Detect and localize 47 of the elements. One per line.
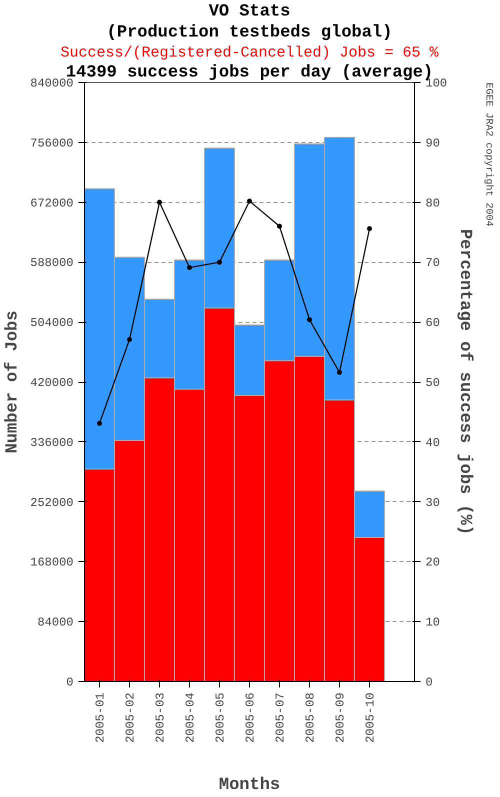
y-axis-title: Number of Jobs [3, 310, 22, 454]
x-tick-label: 2005-09 [334, 692, 348, 743]
y2-tick-label: 40 [426, 436, 440, 450]
y2-tick-label: 30 [426, 496, 440, 510]
x-tick-label: 2005-02 [124, 692, 138, 743]
y-tick-label: 336000 [30, 436, 74, 450]
x-tick-label: 2005-06 [244, 692, 258, 743]
x-tick-label: 2005-01 [94, 692, 108, 743]
point [307, 317, 312, 322]
y-tick-label: 168000 [30, 556, 74, 570]
x-tick-label: 2005-08 [304, 692, 318, 743]
point [337, 370, 342, 375]
x-tick-label: 2005-07 [274, 692, 288, 743]
y-tick-label: 84000 [37, 616, 74, 630]
y2-tick-label: 70 [426, 256, 440, 270]
point [157, 200, 162, 205]
y-tick-label: 588000 [30, 256, 74, 270]
x-tick-label: 2005-04 [184, 692, 198, 743]
x-tick-label: 2005-10 [364, 692, 378, 743]
y2-axis-title: Percentage of success jobs (%) [455, 228, 474, 536]
y-tick-label: 252000 [30, 496, 74, 510]
x-axis-title: Months [218, 776, 280, 795]
point [127, 336, 132, 342]
text: Success/(Registered-Cancelled) Jobs = 65 % [60, 44, 440, 62]
y-tick-label: 0 [66, 676, 74, 690]
y-tick-label: 420000 [30, 376, 74, 390]
x-tick-label: 2005-05 [214, 692, 228, 743]
y-tick-label: 672000 [30, 196, 74, 210]
y2-tick-label: 50 [426, 376, 440, 390]
text: EGEE JRA2 copyright 2004 [482, 82, 494, 227]
point [217, 260, 222, 265]
chart-title: VO Stats [208, 2, 290, 22]
y2-tick-label: 0 [426, 676, 433, 690]
point [247, 198, 252, 204]
point [97, 420, 102, 426]
x-tick-label: 2005-03 [154, 692, 168, 743]
y2-tick-label: 80 [426, 196, 440, 210]
y-tick-label: 504000 [30, 316, 74, 330]
y2-tick-label: 10 [426, 616, 440, 630]
y2-tick-label: 90 [426, 136, 440, 150]
point [187, 265, 192, 270]
y2-tick-label: 20 [426, 556, 440, 570]
y-tick-label: 756000 [30, 136, 74, 150]
y2-tick-label: 60 [426, 316, 440, 330]
point [277, 224, 282, 229]
point [367, 226, 372, 232]
chart-subtitle: (Production testbeds global) [106, 24, 392, 42]
